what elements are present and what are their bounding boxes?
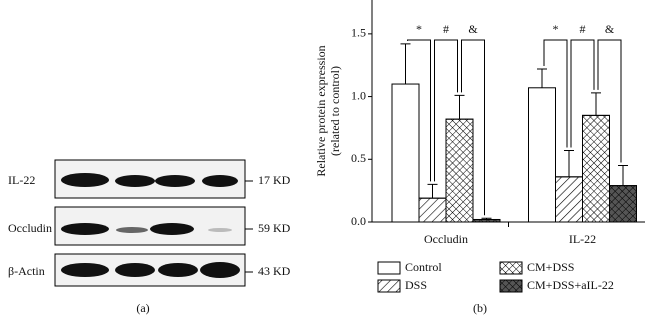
y-tick-label: 0.0 bbox=[351, 214, 366, 228]
bar-hatch bbox=[555, 176, 583, 223]
significance-mark: # bbox=[580, 22, 586, 36]
blot-size: 43 KD bbox=[258, 264, 291, 278]
significance-mark: * bbox=[416, 22, 422, 36]
bar-chart: Relative protein expression (related to c… bbox=[314, 0, 645, 293]
significance-mark: & bbox=[605, 22, 615, 36]
blot-label: β-Actin bbox=[8, 264, 45, 278]
bar-hatch bbox=[418, 197, 447, 223]
y-tick-label: 1.0 bbox=[351, 88, 366, 102]
significance-bracket bbox=[597, 39, 622, 163]
blot-label: IL-22 bbox=[8, 173, 35, 187]
x-tick-label: IL-22 bbox=[569, 232, 596, 246]
y-tick-label: 1.5 bbox=[351, 26, 366, 40]
error-bar bbox=[454, 94, 465, 120]
significance-bracket bbox=[570, 39, 595, 148]
bar-hatch bbox=[445, 118, 474, 223]
legend-label: Control bbox=[405, 260, 442, 274]
bar bbox=[391, 83, 420, 223]
legend-label: DSS bbox=[405, 278, 427, 292]
error-bar bbox=[537, 68, 547, 88]
significance-bracket bbox=[434, 39, 458, 182]
significance-mark: # bbox=[443, 22, 449, 36]
blot-size: 59 KD bbox=[258, 221, 291, 235]
significance-mark: * bbox=[553, 22, 559, 36]
bar-hatch bbox=[582, 114, 610, 223]
significance-bracket bbox=[407, 39, 431, 182]
y-tick-label: 0.5 bbox=[351, 151, 366, 165]
legend-hatch bbox=[377, 279, 401, 293]
blot-label: Occludin bbox=[8, 221, 52, 235]
blot-size: 17 KD bbox=[258, 173, 291, 187]
panel-caption: (a) bbox=[136, 301, 149, 315]
bands bbox=[61, 173, 240, 278]
significance-bracket bbox=[543, 39, 568, 148]
error-bar bbox=[564, 150, 574, 177]
legend-label: CM+DSS+aIL-22 bbox=[527, 278, 614, 292]
error-bar bbox=[618, 165, 628, 186]
significance-mark: & bbox=[468, 22, 478, 36]
bar-hatch bbox=[472, 218, 501, 223]
error-bar bbox=[481, 217, 492, 220]
legend-hatch bbox=[499, 261, 523, 275]
x-tick-label: Occludin bbox=[424, 232, 468, 246]
legend-hatch bbox=[499, 279, 523, 293]
legend-label: CM+DSS bbox=[527, 260, 574, 274]
panel-caption: (b) bbox=[473, 301, 487, 315]
error-bar bbox=[427, 183, 438, 199]
bar-hatch bbox=[609, 185, 637, 223]
error-bar bbox=[400, 43, 411, 85]
y-axis-label: (related to control) bbox=[328, 66, 342, 156]
significance-bracket bbox=[461, 39, 485, 216]
bar bbox=[528, 87, 556, 223]
legend-swatch bbox=[377, 261, 401, 275]
blot: IL-22 Occludin β-Actin 17 KD 59 KD 43 KD… bbox=[8, 159, 291, 315]
y-axis-label: Relative protein expression bbox=[314, 45, 328, 176]
error-bar bbox=[591, 92, 601, 116]
